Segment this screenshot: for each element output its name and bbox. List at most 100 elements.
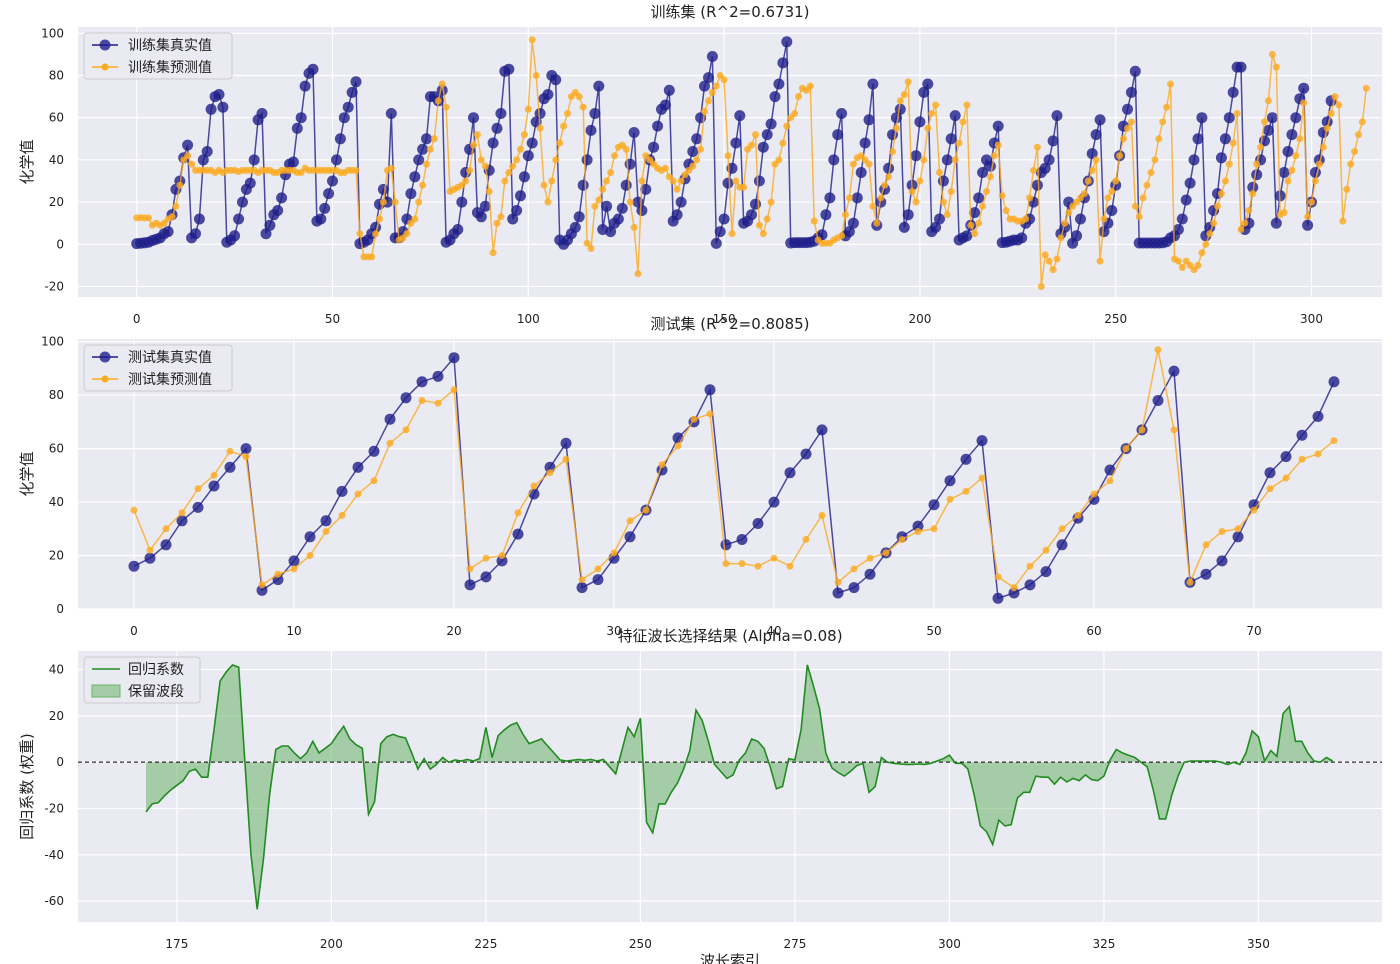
train-series-1-point (1002, 207, 1010, 214)
test-series-0-point (992, 592, 1004, 604)
train-series-0-point (867, 78, 879, 90)
train-series-1-point (1178, 264, 1186, 271)
test-series-0-point (480, 571, 492, 583)
test-series-1-point (1250, 506, 1258, 514)
train-series-0-point (307, 63, 319, 75)
train-series-1-point (1206, 230, 1214, 238)
test-series-1-point (242, 453, 250, 461)
test-series-1-point (290, 565, 298, 573)
train-series-0-point (534, 108, 546, 119)
train-series-0-point (777, 57, 789, 69)
test-plot-area (128, 346, 1340, 604)
test-series-0-point (976, 435, 988, 447)
coef-ylabel: 回归系数 (权重) (18, 733, 36, 839)
train-series-1-point (877, 194, 885, 202)
test-series-0-point (512, 528, 524, 540)
train-series-1-point (1343, 185, 1351, 193)
train-series-1-point (188, 160, 196, 168)
train-series-1-point (986, 173, 994, 181)
train-series-0-point (640, 183, 652, 195)
train-series-0-point (930, 221, 942, 233)
coef-xtick-label: 250 (629, 937, 652, 951)
train-series-1-point (564, 110, 571, 117)
test-series-1-point (1298, 455, 1306, 463)
test-series-0-point (752, 518, 764, 529)
test-legend-box (83, 344, 233, 392)
train-series-0-point (479, 200, 491, 212)
test-xtick-label: 0 (130, 624, 138, 638)
train-series-0-point (601, 200, 613, 212)
train-series-1-point (1261, 118, 1268, 126)
train-series-1-point (939, 198, 947, 206)
test-series-1-point (418, 397, 426, 404)
test-series-0-point (384, 413, 396, 425)
train-series-1-point (1037, 283, 1045, 290)
train-series-1-point (622, 145, 630, 153)
train-series-0-point (922, 78, 934, 90)
train-series-0-point (526, 137, 538, 149)
train-legend-true-marker (99, 39, 111, 51)
train-series-0-point (503, 63, 515, 75)
train-ytick-label: 20 (49, 195, 64, 209)
train-series-0-point (1192, 133, 1204, 145)
train-series-0-point (765, 118, 777, 130)
train-series-0-point (1051, 110, 1063, 122)
train-series-0-point (1122, 103, 1133, 115)
test-series-1-point (882, 549, 890, 557)
train-series-1-point (1026, 194, 1034, 202)
train-series-1-point (775, 156, 783, 164)
coef-ytick-label: -40 (44, 848, 64, 862)
train-series-0-point (1075, 213, 1086, 225)
train-series-1-point (705, 97, 712, 105)
train-series-1-point (352, 166, 360, 174)
train-series-0-point (714, 226, 726, 238)
train-series-1-point (485, 188, 493, 195)
train-series-1-point (885, 173, 893, 181)
train-series-1-point (959, 118, 967, 126)
train-series-1-point (415, 198, 423, 206)
train-series-0-point (652, 120, 664, 132)
train-series-1-point (630, 223, 638, 231)
train-series-0-point (1031, 179, 1043, 191)
train-ytick-label: -20 (44, 279, 64, 293)
test-series-1-point (962, 487, 970, 495)
train-series-1-point (611, 152, 618, 160)
train-series-1-point (795, 93, 802, 101)
train-series-0-point (616, 202, 628, 214)
train-series-0-point (518, 171, 530, 183)
test-series-1-point (354, 490, 362, 498)
test-series-1-point (1042, 546, 1050, 554)
train-series-0-point (902, 209, 914, 221)
train-series-1-point (442, 103, 450, 111)
train-series-0-point (703, 72, 714, 84)
train-series-0-point (1286, 129, 1298, 141)
test-series-0-point (128, 560, 140, 572)
train-series-0-point (217, 101, 229, 113)
train-series-1-point (1096, 257, 1104, 265)
coef-xtick-label: 275 (783, 937, 806, 951)
train-series-0-point (1309, 167, 1321, 178)
train-series-0-point (675, 196, 687, 208)
test-series-1-point (1266, 485, 1274, 493)
train-series-0-point (1129, 65, 1141, 77)
test-series-1-point (754, 562, 762, 570)
train-series-0-point (1219, 133, 1231, 145)
test-series-0-point (256, 584, 268, 596)
train-series-1-point (1202, 240, 1210, 248)
train-series-1-point (1127, 118, 1135, 126)
train-series-1-point (1280, 209, 1288, 217)
train-series-0-point (961, 230, 973, 242)
test-series-1-point (370, 477, 378, 485)
train-series-1-point (438, 80, 446, 88)
test-series-0-point (944, 475, 956, 487)
train-series-1-point (916, 177, 924, 185)
train-series-0-point (949, 110, 961, 122)
train-series-1-point (493, 219, 501, 227)
train-series-1-point (579, 103, 587, 111)
train-series-0-point (515, 190, 526, 202)
train-series-0-point (264, 219, 276, 231)
train-series-0-point (918, 86, 930, 98)
test-series-0-point (1280, 451, 1292, 463)
train-series-0-point (894, 103, 906, 115)
